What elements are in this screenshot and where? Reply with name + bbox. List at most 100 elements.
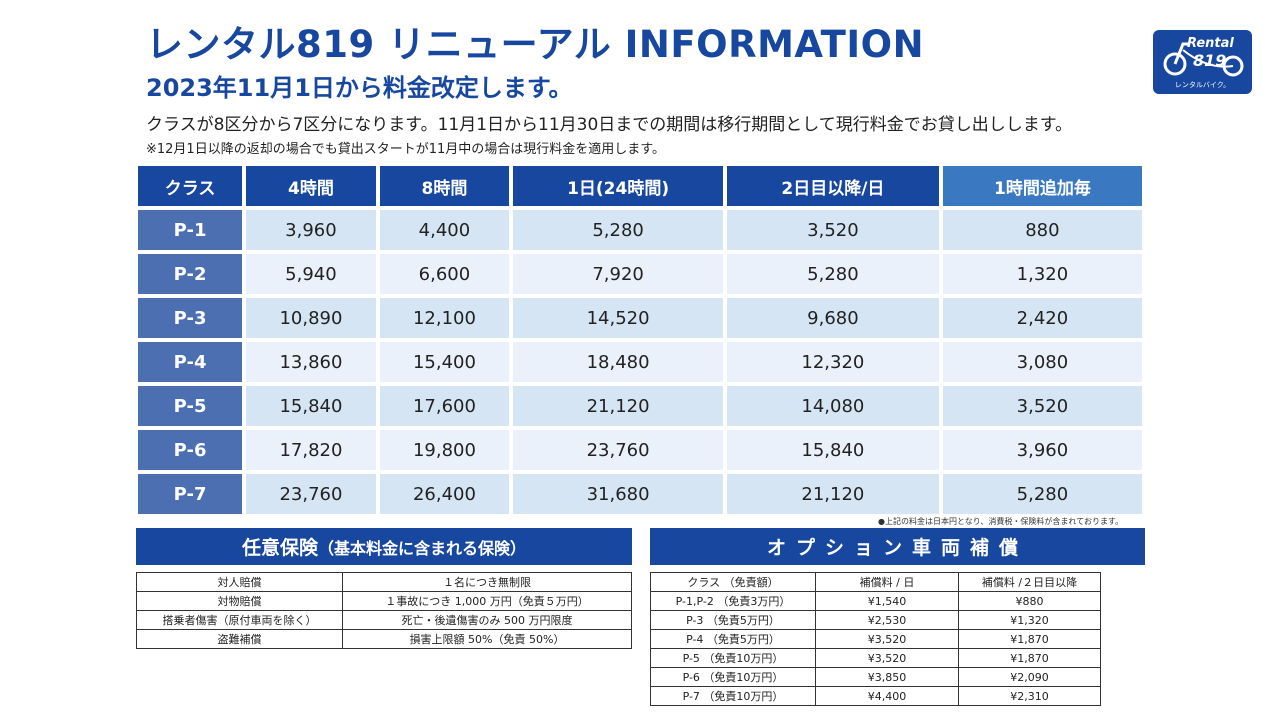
- option-price: ¥2,090: [958, 667, 1101, 687]
- option-price: ¥2,310: [958, 686, 1101, 706]
- price-cell: 15,840: [726, 430, 939, 470]
- price-cell: 19,800: [379, 430, 510, 470]
- page-subtitle: 2023年11月1日から料金改定します。: [146, 74, 573, 102]
- table-row: P-4 （免責5万円） ¥3,520 ¥1,870: [650, 629, 1101, 649]
- price-cell: 4,400: [379, 210, 510, 250]
- price-cell: 1,320: [942, 254, 1142, 294]
- price-cell: 6,600: [379, 254, 510, 294]
- option-header-class: クラス （免責額）: [650, 572, 816, 592]
- price-cell: 17,600: [379, 386, 510, 426]
- option-class: P-6 （免責10万円）: [650, 667, 816, 687]
- insurance-title: 任意保険: [241, 537, 318, 559]
- price-cell: 3,960: [246, 210, 376, 250]
- price-cell: 12,100: [379, 298, 510, 338]
- price-cell: 3,520: [942, 386, 1142, 426]
- page-title: レンタル819 リニューアル INFORMATION: [146, 23, 925, 66]
- price-cell: 3,080: [942, 342, 1142, 382]
- table-row: P-6 （免責10万円） ¥3,850 ¥2,090: [650, 667, 1101, 687]
- price-cell: 15,400: [379, 342, 510, 382]
- price-cell: 17,820: [246, 430, 376, 470]
- price-cell: 18,480: [513, 342, 723, 382]
- option-price: ¥4,400: [815, 686, 959, 706]
- option-price: ¥880: [958, 591, 1101, 611]
- tax-note: ●上記の料金は日本円となり、消費税・保険料が含まれております。: [878, 517, 1124, 526]
- table-row: P-4 13,860 15,400 18,480 12,320 3,080: [138, 342, 1142, 382]
- header-extra-hour: 1時間追加毎: [942, 166, 1142, 206]
- table-row: P-1,P-2 （免責3万円） ¥1,540 ¥880: [650, 591, 1101, 611]
- option-class: P-4 （免責5万円）: [650, 629, 816, 649]
- price-cell: 5,280: [726, 254, 939, 294]
- option-class: P-7 （免責10万円）: [650, 686, 816, 706]
- insurance-header: 任意保険 （基本料金に含まれる保険）: [136, 528, 632, 565]
- price-table: クラス 4時間 8時間 1日(24時間) 2日目以降/日 1時間追加毎 P-1 …: [134, 162, 1146, 518]
- logo-number: 819: [1193, 51, 1227, 70]
- option-header: オプション車両補償: [650, 528, 1145, 565]
- option-price: ¥3,520: [815, 648, 959, 668]
- option-header-day2: 補償料 /２日目以降: [958, 572, 1101, 592]
- price-cell: 14,080: [726, 386, 939, 426]
- insurance-coverage: 損害上限額 50%（免責 50%）: [342, 629, 632, 649]
- table-row: 搭乗者傷害（原付車両を除く） 死亡・後遺傷害のみ 500 万円限度: [136, 610, 632, 630]
- rental819-logo: Rental 819 レンタルバイク。: [1153, 30, 1252, 94]
- table-row: P-3 （免責5万円） ¥2,530 ¥1,320: [650, 610, 1101, 630]
- table-row: P-1 3,960 4,400 5,280 3,520 880: [138, 210, 1142, 250]
- price-cell: 2,420: [942, 298, 1142, 338]
- class-cell: P-7: [138, 474, 243, 514]
- option-price: ¥1,320: [958, 610, 1101, 630]
- table-row: P-3 10,890 12,100 14,520 9,680 2,420: [138, 298, 1142, 338]
- table-row: P-2 5,940 6,600 7,920 5,280 1,320: [138, 254, 1142, 294]
- option-price: ¥1,870: [958, 648, 1101, 668]
- table-row: 対人賠償 １名につき無制限: [136, 572, 632, 592]
- option-price: ¥1,540: [815, 591, 959, 611]
- option-class: P-5 （免責10万円）: [650, 648, 816, 668]
- class-cell: P-4: [138, 342, 243, 382]
- insurance-type: 対人賠償: [136, 572, 343, 592]
- logo-subtext: レンタルバイク。: [1174, 81, 1231, 89]
- option-class: P-1,P-2 （免責3万円）: [650, 591, 816, 611]
- class-cell: P-2: [138, 254, 243, 294]
- table-row: P-5 （免責10万円） ¥3,520 ¥1,870: [650, 648, 1101, 668]
- description-text: クラスが8区分から7区分になります。11月1日から11月30日までの期間は移行期…: [146, 115, 1073, 135]
- option-table-header: クラス （免責額） 補償料 / 日 補償料 /２日目以降: [650, 572, 1101, 592]
- price-cell: 5,280: [513, 210, 723, 250]
- price-cell: 10,890: [246, 298, 376, 338]
- price-cell: 26,400: [379, 474, 510, 514]
- table-row: P-6 17,820 19,800 23,760 15,840 3,960: [138, 430, 1142, 470]
- price-cell: 21,120: [726, 474, 939, 514]
- price-cell: 13,860: [246, 342, 376, 382]
- price-cell: 7,920: [513, 254, 723, 294]
- header-class: クラス: [138, 166, 243, 206]
- class-cell: P-3: [138, 298, 243, 338]
- price-cell: 880: [942, 210, 1142, 250]
- table-row: P-7 23,760 26,400 31,680 21,120 5,280: [138, 474, 1142, 514]
- insurance-subtitle: （基本料金に含まれる保険）: [318, 538, 527, 558]
- option-header-day: 補償料 / 日: [815, 572, 959, 592]
- insurance-type: 搭乗者傷害（原付車両を除く）: [136, 610, 343, 630]
- class-cell: P-5: [138, 386, 243, 426]
- insurance-coverage: １名につき無制限: [342, 572, 632, 592]
- insurance-type: 盗難補償: [136, 629, 343, 649]
- header-8h: 8時間: [379, 166, 510, 206]
- price-cell: 5,940: [246, 254, 376, 294]
- logo-text: Rental: [1187, 36, 1234, 51]
- notice-text: ※12月1日以降の返却の場合でも貸出スタートが11月中の場合は現行料金を適用しま…: [146, 142, 665, 157]
- price-cell: 31,680: [513, 474, 723, 514]
- price-cell: 14,520: [513, 298, 723, 338]
- table-row: P-5 15,840 17,600 21,120 14,080 3,520: [138, 386, 1142, 426]
- price-table-header: クラス 4時間 8時間 1日(24時間) 2日目以降/日 1時間追加毎: [138, 166, 1142, 206]
- price-cell: 9,680: [726, 298, 939, 338]
- price-cell: 5,280: [942, 474, 1142, 514]
- price-cell: 3,520: [726, 210, 939, 250]
- option-price: ¥2,530: [815, 610, 959, 630]
- option-price: ¥3,850: [815, 667, 959, 687]
- option-class: P-3 （免責5万円）: [650, 610, 816, 630]
- table-row: P-7 （免責10万円） ¥4,400 ¥2,310: [650, 686, 1101, 706]
- insurance-table: 対人賠償 １名につき無制限 対物賠償 １事故につき 1,000 万円（免責５万円…: [136, 572, 632, 649]
- option-price: ¥3,520: [815, 629, 959, 649]
- price-cell: 23,760: [246, 474, 376, 514]
- motorcycle-icon: [1163, 42, 1244, 77]
- class-cell: P-6: [138, 430, 243, 470]
- insurance-type: 対物賠償: [136, 591, 343, 611]
- insurance-coverage: 死亡・後遺傷害のみ 500 万円限度: [342, 610, 632, 630]
- class-cell: P-1: [138, 210, 243, 250]
